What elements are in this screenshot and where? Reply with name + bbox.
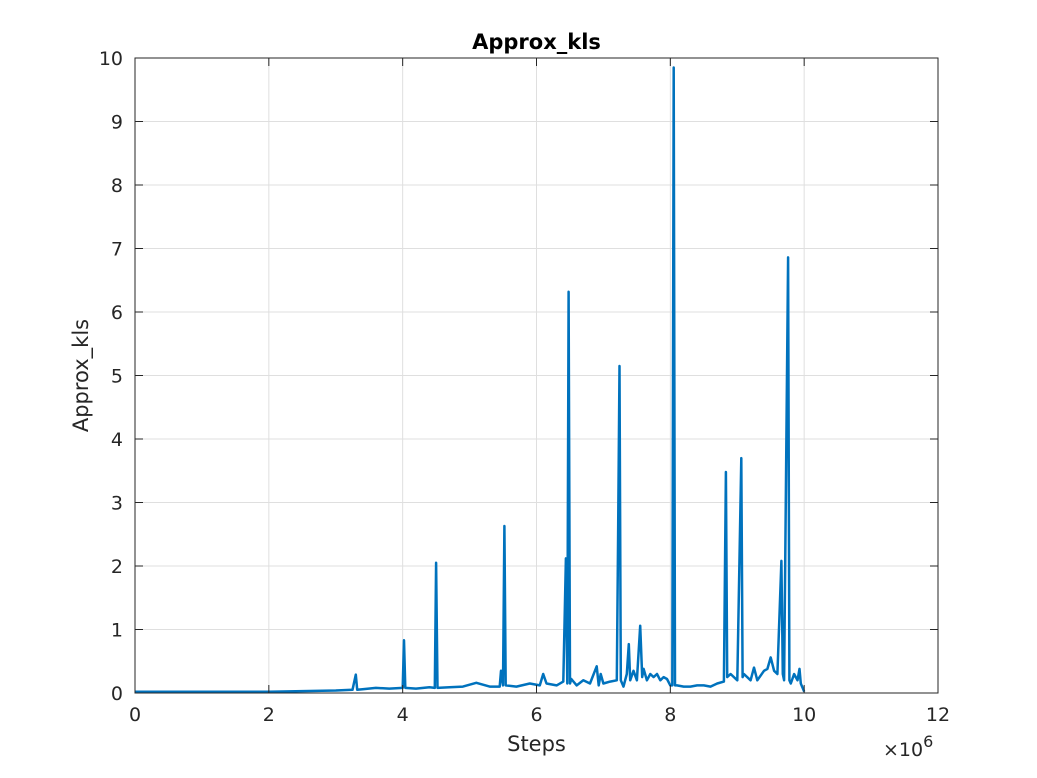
x-tick-label: 6 bbox=[530, 704, 542, 726]
x-axis-exponent-base: ×10 bbox=[883, 739, 923, 761]
series-line-approx-kls bbox=[135, 66, 806, 693]
x-tick-label: 2 bbox=[263, 704, 275, 726]
y-tick-label: 0 bbox=[111, 683, 123, 705]
y-tick-label: 1 bbox=[111, 620, 123, 642]
y-axis-title: Approx_kls bbox=[69, 319, 94, 432]
x-axis-exponent-power: 6 bbox=[923, 732, 933, 751]
x-tick-label: 12 bbox=[926, 704, 950, 726]
y-tick-label: 6 bbox=[111, 302, 123, 324]
x-tick-label: 10 bbox=[792, 704, 816, 726]
y-tick-label: 7 bbox=[111, 239, 123, 261]
chart-title: Approx_kls bbox=[472, 30, 601, 54]
y-tick-label: 9 bbox=[111, 112, 123, 134]
data-series bbox=[135, 66, 806, 693]
x-axis-title: Steps bbox=[507, 732, 566, 756]
x-tick-label: 8 bbox=[664, 704, 676, 726]
y-tick-label: 10 bbox=[99, 48, 123, 70]
x-tick-label: 0 bbox=[129, 704, 141, 726]
y-tick-label: 4 bbox=[111, 429, 123, 451]
y-tick-label: 3 bbox=[111, 493, 123, 515]
y-tick-label: 2 bbox=[111, 556, 123, 578]
x-axis-exponent: ×106 bbox=[883, 732, 933, 761]
y-tick-label: 8 bbox=[111, 175, 123, 197]
y-tick-label: 5 bbox=[111, 366, 123, 388]
x-tick-label: 4 bbox=[397, 704, 409, 726]
